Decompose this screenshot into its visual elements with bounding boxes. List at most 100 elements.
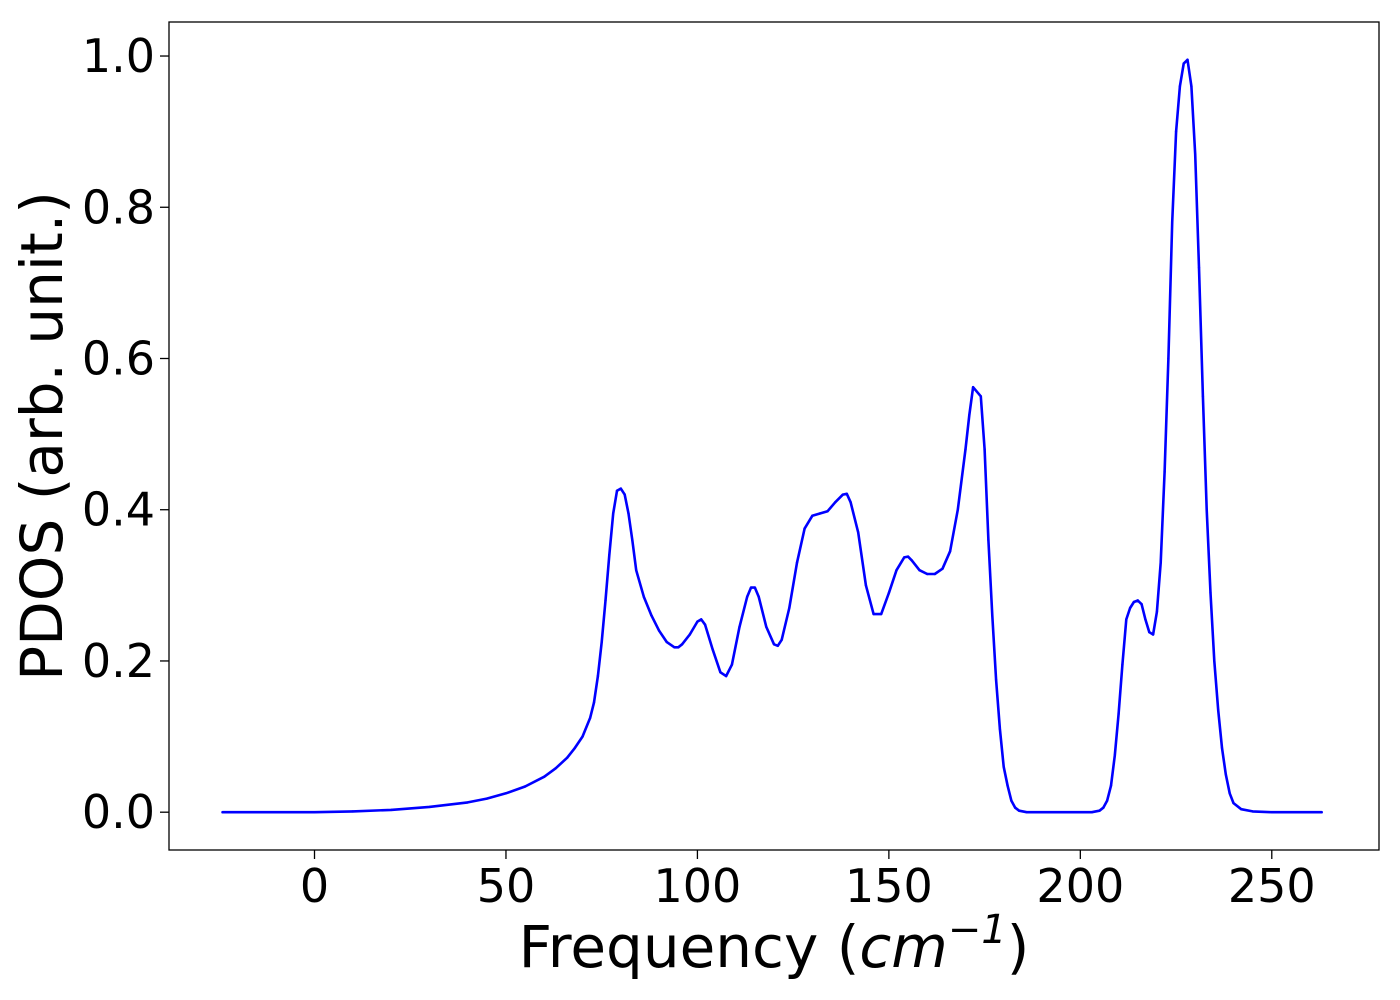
data-point	[757, 595, 760, 598]
data-point	[918, 569, 921, 572]
data-point	[566, 756, 569, 759]
data-point	[1128, 606, 1132, 610]
axes	[168, 21, 1380, 851]
data-point	[1121, 663, 1124, 666]
x-axis-title-exponent: −1	[948, 907, 1007, 953]
data-point	[615, 489, 619, 492]
x-axis-title-suffix: )	[1007, 913, 1030, 981]
data-point	[1213, 659, 1216, 663]
data-point	[604, 599, 607, 602]
data-point	[680, 643, 684, 646]
data-point	[933, 572, 936, 576]
data-point	[1220, 746, 1224, 750]
data-point	[1197, 266, 1201, 269]
data-point	[1151, 633, 1155, 636]
data-point	[941, 567, 944, 570]
data-point	[1240, 808, 1243, 811]
data-point	[1171, 221, 1174, 224]
data-point	[795, 561, 799, 564]
data-point	[1148, 631, 1151, 634]
data-point	[780, 638, 783, 641]
data-point	[1025, 811, 1028, 814]
data-point	[979, 395, 982, 398]
data-point	[906, 555, 910, 558]
x-axis-title: Frequency (cm−1)	[519, 907, 1030, 981]
data-point	[788, 606, 791, 610]
data-point	[903, 556, 906, 559]
data-point	[1136, 599, 1140, 602]
data-point	[1190, 85, 1193, 88]
data-point	[845, 492, 848, 495]
data-point	[596, 674, 600, 678]
x-tick-label: 200	[1036, 859, 1124, 913]
data-point	[987, 538, 990, 542]
data-point	[746, 595, 749, 598]
data-point	[485, 797, 488, 800]
data-point	[849, 501, 852, 504]
data-point	[753, 586, 757, 589]
data-point	[841, 493, 845, 496]
data-point	[926, 572, 929, 576]
data-point	[466, 801, 469, 804]
data-point	[1155, 610, 1159, 613]
data-point	[573, 746, 577, 750]
y-tick-label: 0.8	[82, 180, 155, 234]
data-point	[221, 811, 224, 814]
series-line-0	[221, 58, 1323, 814]
x-axis-title-prefix: Frequency (	[519, 913, 860, 981]
data-point	[738, 625, 741, 629]
data-point	[608, 553, 611, 557]
data-point	[910, 559, 913, 562]
data-point	[776, 644, 779, 647]
series-points-0	[221, 58, 1323, 814]
data-point	[1209, 591, 1212, 595]
axes-frame	[168, 21, 1380, 851]
data-point	[994, 678, 998, 682]
y-axis-title: PDOS (arb. unit.)	[8, 191, 76, 681]
data-point	[642, 595, 645, 598]
data-point	[351, 810, 354, 813]
data-point	[895, 569, 898, 572]
data-point	[673, 646, 676, 649]
data-point	[1006, 784, 1009, 787]
data-point	[696, 620, 699, 623]
y-tick-label: 0.2	[82, 634, 155, 688]
data-point	[1113, 754, 1117, 757]
data-point	[1167, 357, 1170, 360]
x-ticks: 0 50 100 150 200 250	[300, 850, 1316, 913]
data-point	[724, 674, 728, 678]
data-point	[730, 663, 734, 666]
data-point	[554, 767, 557, 770]
data-point	[665, 640, 668, 644]
data-point	[700, 618, 703, 621]
data-point	[1178, 85, 1182, 88]
x-tick-label: 150	[845, 859, 933, 913]
y-tick-label: 0.4	[82, 483, 155, 537]
data-point	[818, 512, 822, 515]
data-point	[968, 414, 971, 417]
x-tick-label: 50	[477, 859, 536, 913]
data-point	[1205, 508, 1208, 511]
data-point	[1102, 806, 1105, 809]
x-tick-label: 0	[300, 859, 329, 913]
y-tick-label: 0.6	[82, 331, 155, 385]
data-point	[1228, 792, 1231, 795]
data-point	[857, 531, 860, 534]
data-point	[1079, 811, 1082, 814]
data-point	[619, 487, 622, 490]
data-point	[971, 386, 975, 389]
data-point	[1125, 618, 1128, 621]
x-tick-label: 250	[1228, 859, 1316, 913]
data-point	[1174, 130, 1178, 133]
data-point	[1109, 784, 1113, 787]
data-point	[1132, 600, 1136, 604]
data-point	[983, 448, 986, 451]
y-ticks: 0.0 0.2 0.4 0.6 0.8 1.0	[82, 29, 169, 839]
data-point	[600, 640, 603, 644]
data-point	[864, 584, 868, 587]
data-point	[1002, 765, 1005, 768]
data-point	[834, 501, 837, 504]
data-point	[581, 735, 584, 738]
data-point	[1117, 712, 1120, 716]
